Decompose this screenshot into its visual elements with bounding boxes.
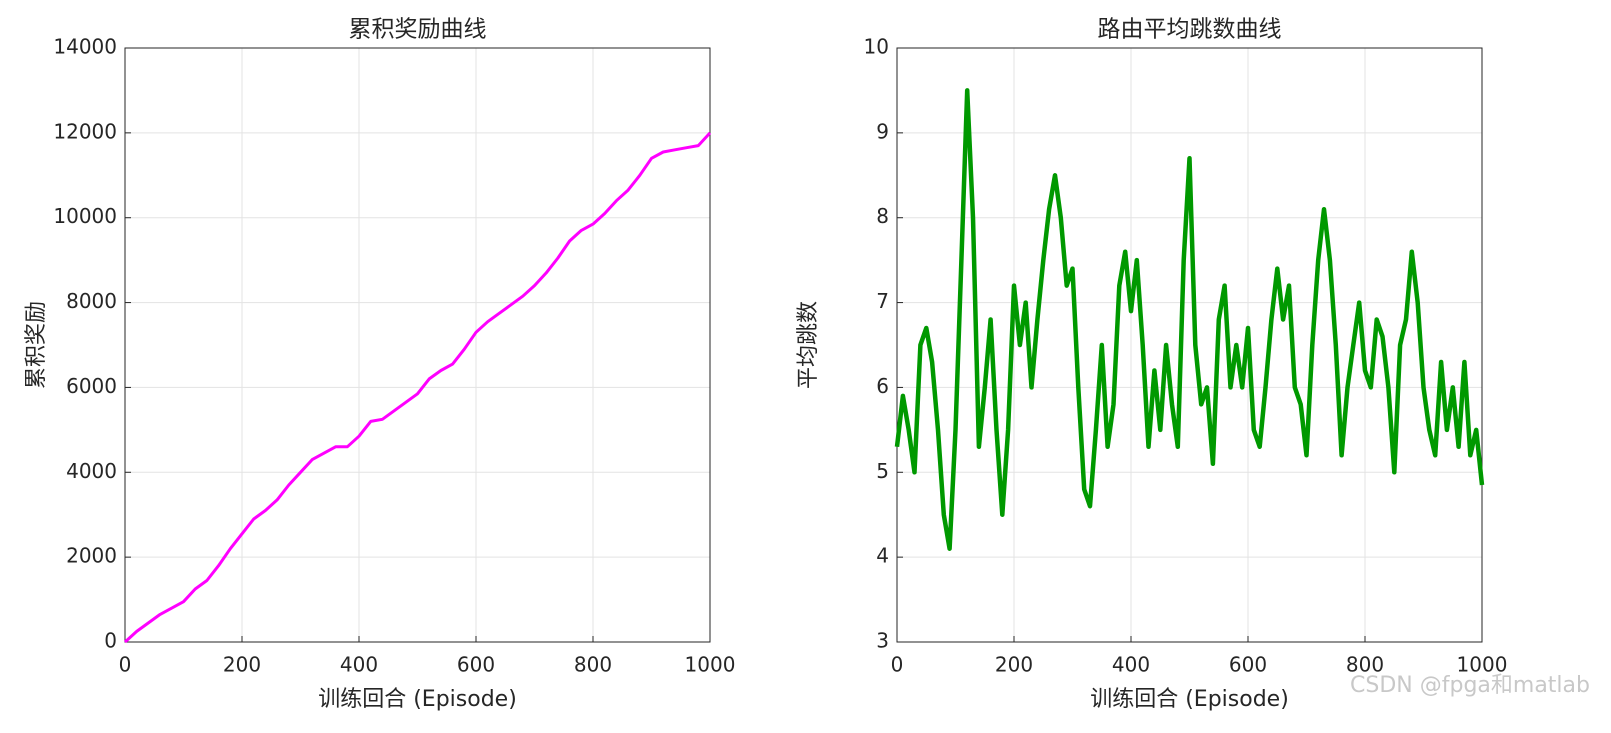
x-tick-label: 200 [223, 653, 261, 677]
x-tick-label: 800 [1346, 653, 1384, 677]
y-tick-label: 9 [876, 119, 889, 143]
x-tick-label: 1000 [1457, 653, 1508, 677]
y-tick-label: 10000 [53, 204, 117, 228]
y-tick-label: 8000 [66, 289, 117, 313]
data-line [123, 131, 712, 644]
y-axis-label: 累积奖励 [24, 301, 49, 389]
x-tick-label: 0 [891, 653, 904, 677]
x-tick-label: 600 [457, 653, 495, 677]
plot-area [897, 48, 1482, 642]
x-tick-label: 1000 [685, 653, 736, 677]
y-tick-label: 0 [104, 629, 117, 653]
y-tick-label: 4000 [66, 459, 117, 483]
chart-title: 累积奖励曲线 [349, 17, 487, 43]
y-tick-label: 5 [876, 459, 889, 483]
axes-box [896, 47, 1483, 643]
plot-area [125, 48, 710, 642]
y-tick-label: 10 [864, 35, 889, 59]
y-tick-label: 3 [876, 629, 889, 653]
axes-box [124, 47, 711, 643]
y-tick-label: 14000 [53, 35, 117, 59]
chart-title: 路由平均跳数曲线 [1098, 17, 1282, 43]
y-axis-label: 平均跳数 [796, 301, 821, 389]
y-tick-label: 2000 [66, 544, 117, 568]
x-tick-label: 400 [1112, 653, 1150, 677]
x-tick-label: 200 [995, 653, 1033, 677]
y-tick-label: 8 [876, 204, 889, 228]
x-axis-label: 训练回合 (Episode) [1090, 687, 1289, 712]
x-tick-label: 0 [119, 653, 132, 677]
y-tick-label: 6 [876, 374, 889, 398]
x-axis-label: 训练回合 (Episode) [318, 687, 517, 712]
x-tick-label: 400 [340, 653, 378, 677]
data-line [894, 88, 1485, 551]
y-tick-label: 4 [876, 544, 889, 568]
x-tick-label: 800 [574, 653, 612, 677]
y-tick-label: 7 [876, 289, 889, 313]
watermark: CSDN @fpga和matlab [1350, 673, 1590, 698]
y-tick-label: 6000 [66, 374, 117, 398]
y-tick-label: 12000 [53, 119, 117, 143]
x-tick-label: 600 [1229, 653, 1267, 677]
subplot: 0 200 400 600 800 100002000400060008000100001… [24, 17, 735, 713]
